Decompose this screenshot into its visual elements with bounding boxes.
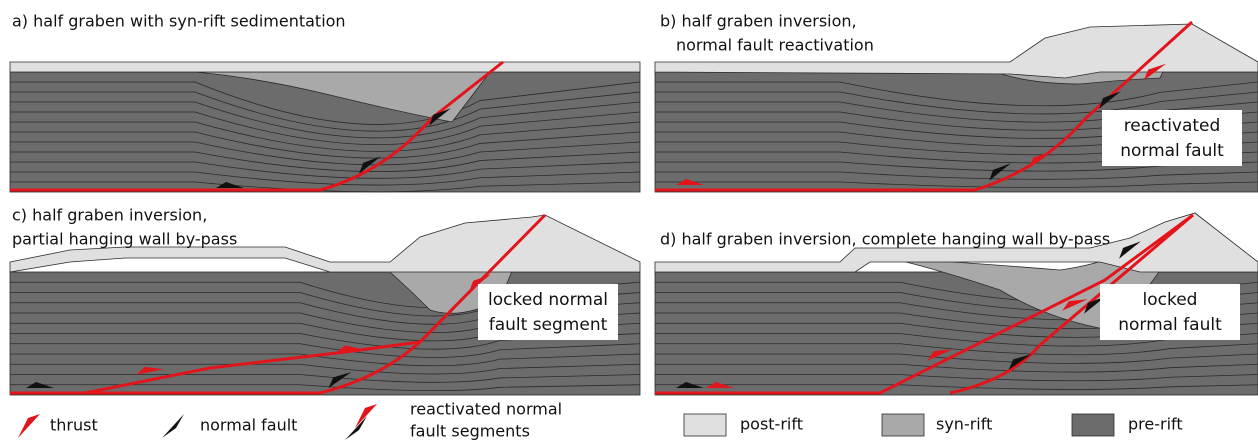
annotation: fault segment xyxy=(489,315,608,335)
legend-label: post-rift xyxy=(740,415,803,434)
panel xyxy=(10,62,640,192)
annotation: normal fault xyxy=(1120,141,1224,161)
legend-label: thrust xyxy=(50,416,98,435)
legend-label: fault segments xyxy=(410,422,530,441)
panel-title: b) half graben inversion, xyxy=(660,12,857,31)
panel-title: normal fault reactivation xyxy=(676,36,874,55)
legend-label: normal fault xyxy=(200,416,297,435)
annotation: normal fault xyxy=(1118,315,1222,335)
panel-title: a) half graben with syn-rift sedimentati… xyxy=(12,12,346,31)
legend-label: reactivated normal xyxy=(410,400,562,419)
figure: a) half graben with syn-rift sedimentati… xyxy=(0,0,1258,442)
annotation: locked normal xyxy=(488,290,608,310)
panel-title: partial hanging wall by-pass xyxy=(12,230,237,249)
post-rift xyxy=(10,62,640,72)
legend-react-a xyxy=(345,416,367,440)
annotation: locked xyxy=(1143,290,1198,310)
legend-swatch xyxy=(1072,414,1114,436)
legend-swatch xyxy=(684,414,726,436)
legend-label: pre-rift xyxy=(1128,415,1183,434)
annotation: reactivated xyxy=(1124,116,1221,136)
page: { "panels": [ {"title_lines": ["a) half … xyxy=(0,0,1258,442)
legend-label: syn-rift xyxy=(936,415,992,434)
legend-thrust xyxy=(18,414,40,438)
legend-normal xyxy=(162,414,184,438)
legend-react-b xyxy=(355,404,377,428)
panel-title: d) half graben inversion, complete hangi… xyxy=(660,230,1110,249)
legend-swatch xyxy=(882,414,924,436)
panel-title: c) half graben inversion, xyxy=(12,206,207,225)
